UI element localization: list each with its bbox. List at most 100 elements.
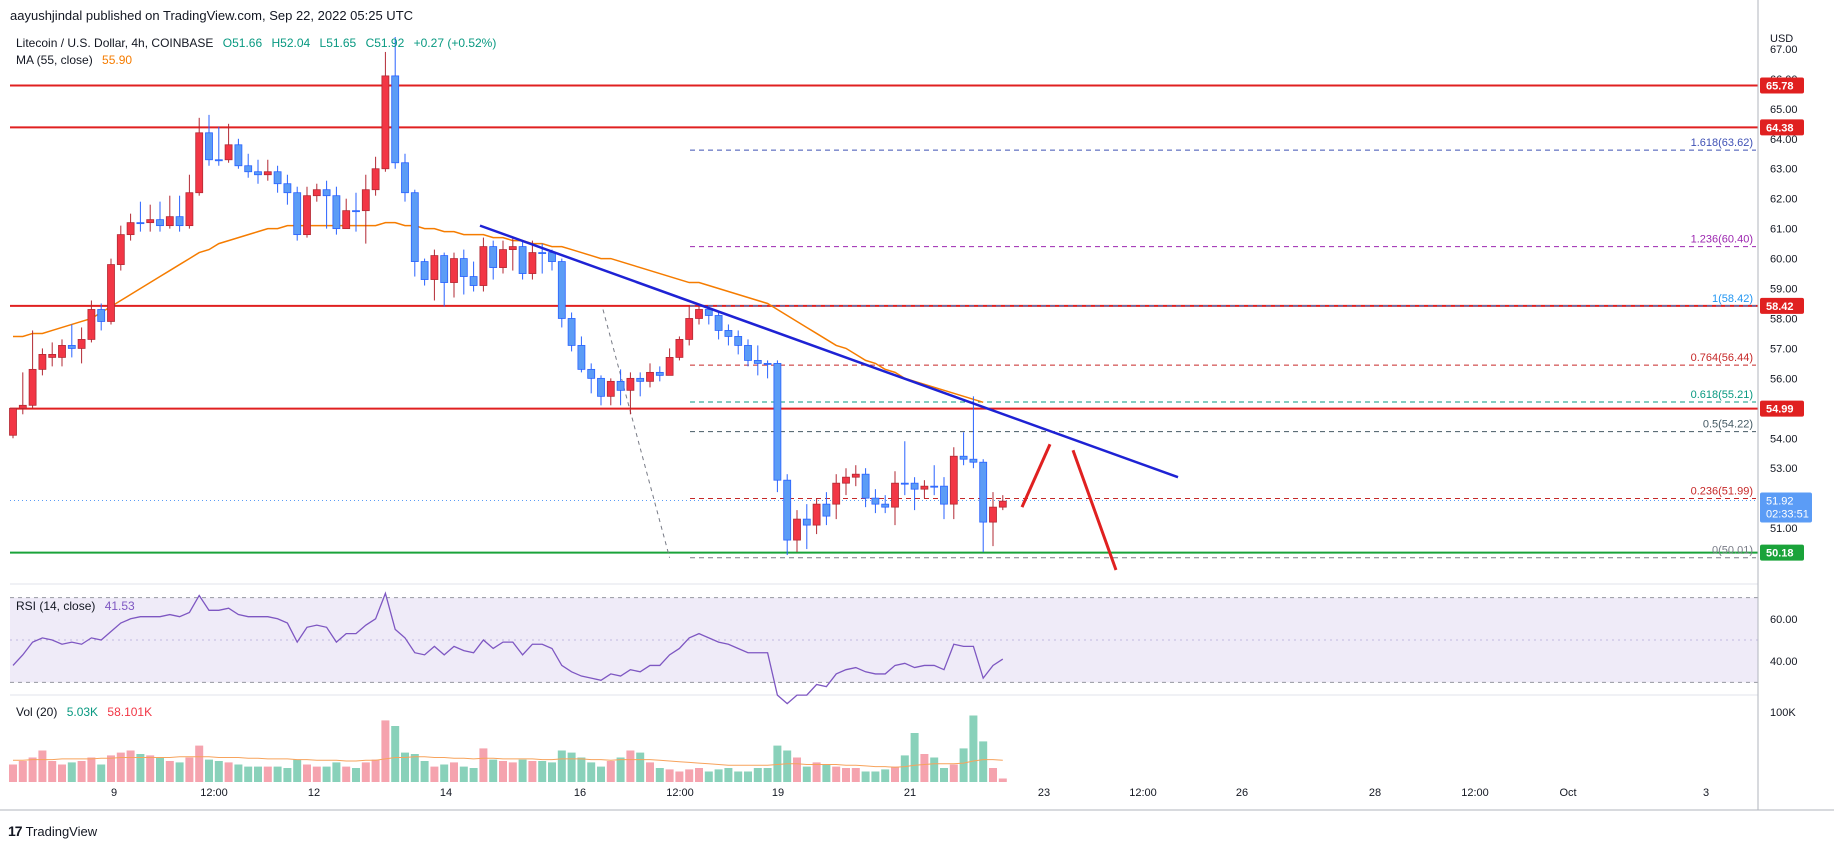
- candle-body: [538, 252, 547, 254]
- volume-bar: [244, 766, 253, 782]
- tradingview-logo-icon: 17: [8, 823, 23, 839]
- tradingview-footer[interactable]: 17 TradingView: [8, 823, 97, 839]
- volume-bar: [165, 761, 174, 782]
- volume-value: 5.03K: [66, 705, 99, 719]
- candle-body: [979, 461, 988, 523]
- candle-body: [146, 219, 155, 224]
- volume-bar: [802, 766, 811, 782]
- volume-bar: [744, 771, 752, 782]
- candle-body: [734, 336, 743, 346]
- x-tick-label: 16: [574, 787, 586, 799]
- volume-legend[interactable]: Vol (20) 5.03K 58.101K: [16, 705, 152, 719]
- volume-bar: [920, 754, 929, 782]
- rsi-band: [10, 597, 1758, 683]
- fib-level-label: 0.618(55.21): [1691, 389, 1753, 401]
- candle-body: [675, 339, 684, 358]
- volume-bar: [959, 748, 968, 782]
- volume-bar: [773, 745, 782, 782]
- candle-body: [851, 473, 860, 478]
- volume-bar: [450, 762, 458, 782]
- volume-bar: [214, 761, 223, 782]
- candle-body: [136, 222, 145, 225]
- candle-body: [949, 455, 958, 505]
- candle-body: [822, 503, 831, 517]
- candle-body: [753, 359, 762, 364]
- volume-bar: [479, 748, 488, 782]
- candle-body: [567, 318, 576, 346]
- candle-body: [67, 345, 76, 349]
- ohlc-high: H52.04: [271, 36, 311, 50]
- volume-bar: [646, 762, 654, 782]
- volume-bar: [175, 762, 184, 782]
- candle-body: [381, 75, 390, 170]
- candle-body: [665, 357, 674, 376]
- candle-body: [371, 168, 380, 191]
- volume-bar: [626, 750, 635, 782]
- projection-up-line: [1020, 443, 1052, 508]
- y-tick-label: 60.00: [1770, 254, 1798, 266]
- candle-body: [391, 75, 400, 164]
- fib-level-label: 0.764(56.44): [1691, 352, 1753, 364]
- volume-bar: [606, 761, 615, 782]
- volume-bar: [577, 757, 586, 782]
- descending-trendline: [479, 224, 1179, 479]
- candle-body: [518, 246, 527, 274]
- axes: USD67.0066.0065.0064.0063.0062.0061.0060…: [0, 0, 1834, 811]
- volume-ma-line: [13, 756, 1003, 768]
- rsi-legend[interactable]: RSI (14, close) 41.53: [16, 599, 135, 613]
- candle-body: [312, 189, 321, 197]
- volume-bar: [499, 761, 507, 782]
- candle-body: [577, 345, 586, 370]
- candle-body: [989, 506, 997, 523]
- candle-body: [352, 210, 360, 213]
- candle-body: [861, 473, 870, 499]
- candle-body: [214, 159, 223, 162]
- candle-body: [842, 476, 850, 484]
- volume-bar: [753, 768, 762, 782]
- rsi-pane: [10, 591, 1758, 705]
- volume-label: Vol (20): [16, 705, 58, 719]
- candle-body: [940, 485, 948, 505]
- volume-bar: [469, 768, 478, 782]
- x-tick-label: 3: [1703, 787, 1709, 799]
- volume-bar: [391, 726, 400, 782]
- candle-body: [763, 362, 772, 365]
- volume-bar: [655, 768, 664, 782]
- symbol-legend[interactable]: Litecoin / U.S. Dollar, 4h, COINBASE O51…: [16, 36, 496, 50]
- symbol-name: Litecoin / U.S. Dollar, 4h, COINBASE: [16, 36, 214, 50]
- candle-body: [410, 192, 419, 262]
- volume-bar: [891, 766, 899, 782]
- candle-body: [910, 482, 919, 490]
- volume-bar: [195, 745, 204, 782]
- candle-body: [430, 255, 439, 280]
- x-tick-label: 19: [772, 787, 784, 799]
- candle-body: [969, 458, 978, 463]
- volume-bar: [675, 771, 684, 782]
- candle-body: [293, 192, 302, 236]
- volume-bar: [38, 750, 47, 782]
- candle-body: [724, 330, 733, 337]
- y-tick-label: 51.00: [1770, 523, 1798, 535]
- candlesticks: [9, 36, 1007, 556]
- publisher-header: aayushjindal published on TradingView.co…: [10, 8, 414, 23]
- candle-body: [891, 482, 899, 508]
- volume-bar: [9, 764, 17, 782]
- volume-bar: [969, 715, 978, 782]
- x-tick-label: 12:00: [1129, 787, 1157, 799]
- fib-level-label: 0.5(54.22): [1703, 419, 1753, 431]
- volume-bar: [58, 764, 66, 782]
- candle-body: [77, 339, 86, 349]
- price-badge-label: 58.42: [1766, 301, 1794, 313]
- volume-bar: [332, 762, 341, 782]
- volume-bar: [665, 769, 674, 782]
- candle-body: [900, 482, 909, 485]
- volume-bar: [303, 764, 311, 782]
- fib-level-label: 1.618(63.62): [1691, 137, 1753, 149]
- y-tick-label: 61.00: [1770, 224, 1798, 236]
- volume-bar: [548, 762, 556, 782]
- ma-legend[interactable]: MA (55, close) 55.90: [16, 53, 132, 67]
- volume-ma-value: 58.101K: [107, 705, 153, 719]
- y-tick-label: 63.00: [1770, 164, 1798, 176]
- ohlc-close: C51.92: [365, 36, 405, 50]
